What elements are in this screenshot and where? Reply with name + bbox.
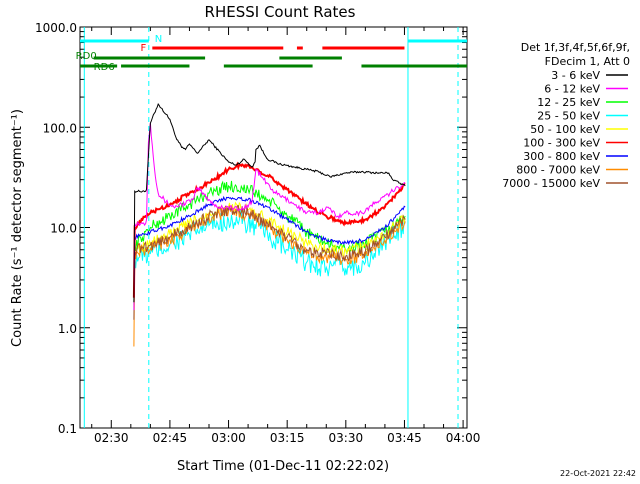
y-tick-label: 1000.0 <box>35 21 77 35</box>
flag-label: F <box>141 43 147 54</box>
legend-label: 800 - 7000 keV <box>516 164 600 177</box>
x-tick-label: 03:15 <box>270 431 305 445</box>
y-tick-label: 10.0 <box>50 222 77 236</box>
x-axis-label: Start Time (01-Dec-11 02:22:02) <box>177 459 389 474</box>
flag-label: RD6 <box>94 62 115 73</box>
axis-ticks: 02:30 02:45 03:00 03:15 03:30 03:45 04:00 0.1 1.… <box>35 21 480 445</box>
legend-label: 100 - 300 keV <box>523 137 600 150</box>
plot-area <box>80 27 467 428</box>
y-tick-label: 0.1 <box>58 422 77 436</box>
flag-label: N <box>155 34 162 45</box>
legend-header: FDecim 1, Att 0 <box>545 55 630 68</box>
chart-title: RHESSI Count Rates <box>205 3 356 21</box>
series-line <box>133 204 406 320</box>
footer-timestamp: 22-Oct-2021 22:42 <box>560 469 636 478</box>
x-tick-label: 02:45 <box>153 431 188 445</box>
legend-label: 7000 - 15000 keV <box>502 177 600 190</box>
series-line <box>133 195 406 298</box>
x-tick-label: 03:00 <box>211 431 246 445</box>
series-line <box>132 161 406 298</box>
legend-label: 300 - 800 keV <box>523 150 600 163</box>
legend-label: 6 - 12 keV <box>544 83 600 96</box>
y-tick-label: 1.0 <box>58 322 77 336</box>
legend-header: Det 1f,3f,4f,5f,6f,9f, <box>521 41 630 54</box>
y-axis-label: Count Rate (s⁻¹ detector segment⁻¹) <box>10 109 25 347</box>
y-tick-label: 100.0 <box>43 121 77 135</box>
series-line <box>133 103 406 303</box>
series-line <box>133 205 406 347</box>
x-tick-label: 03:45 <box>387 431 422 445</box>
legend-label: 25 - 50 keV <box>537 110 600 123</box>
legend-label: 3 - 6 keV <box>551 69 600 82</box>
x-tick-label: 03:30 <box>329 431 364 445</box>
x-tick-label: 04:00 <box>446 431 481 445</box>
legend-label: 12 - 25 keV <box>537 96 600 109</box>
legend-label: 50 - 100 keV <box>530 123 600 136</box>
x-tick-label: 02:30 <box>94 431 129 445</box>
series-line <box>133 123 406 311</box>
series-line <box>133 209 406 311</box>
flag-label: RD0 <box>76 51 97 62</box>
